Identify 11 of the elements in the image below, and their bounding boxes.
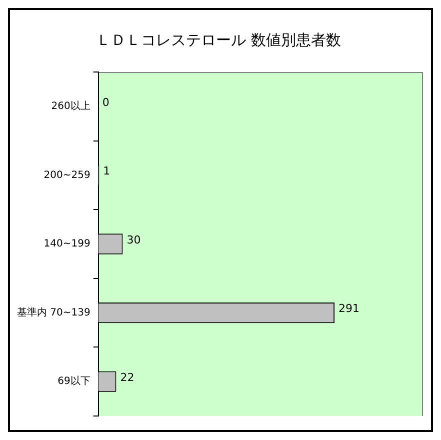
data-label: 0: [102, 96, 110, 109]
y-tick-label: 基準内 70~139: [16, 306, 90, 318]
y-tick-label: 69以下: [58, 375, 90, 388]
data-label: 291: [338, 302, 360, 316]
y-tick-label: 200~259: [44, 170, 90, 181]
data-label: 22: [120, 370, 134, 384]
y-tick-label: 140~199: [44, 238, 90, 250]
data-label: 30: [126, 233, 141, 246]
y-tick-label: 260以上: [51, 100, 90, 112]
chart-title: ＬＤＬコレステロール 数値別患者数: [96, 30, 341, 49]
data-label: 1: [103, 164, 110, 178]
